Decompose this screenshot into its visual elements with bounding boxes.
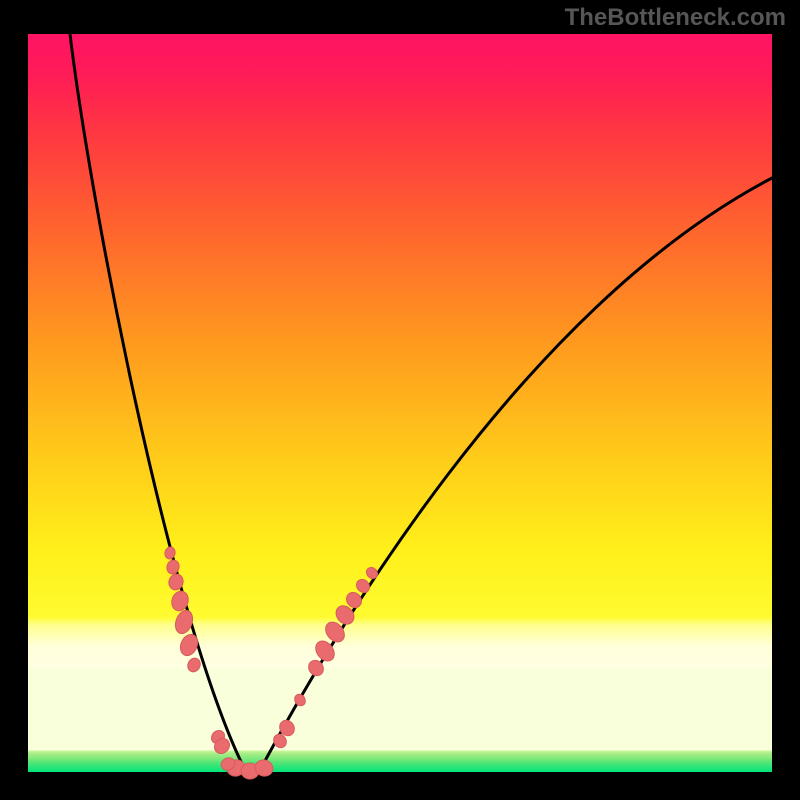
chart-container: { "watermark": "TheBottleneck.com", "cha…: [0, 0, 800, 800]
gradient-background: [28, 34, 772, 772]
watermark-text: TheBottleneck.com: [565, 4, 786, 32]
bottleneck-chart-svg: [0, 0, 800, 800]
green-tint-band: [28, 669, 772, 761]
